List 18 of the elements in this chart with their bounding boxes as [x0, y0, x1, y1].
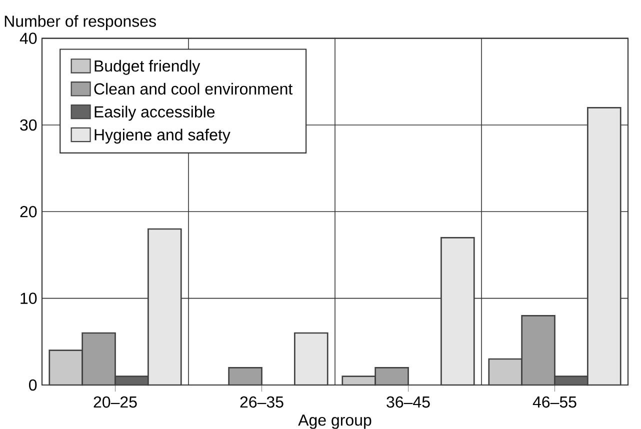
x-tick-label: 46–55: [532, 396, 576, 408]
x-tick-label: 20–25: [94, 396, 137, 408]
legend-label: Hygiene and safety: [94, 128, 230, 144]
x-tick-label: 36–45: [386, 396, 430, 408]
legend-label: Clean and cool environment: [94, 82, 293, 95]
bar: [440, 237, 475, 386]
x-axis-title: Age group: [298, 414, 372, 429]
legend-label: Budget friendly: [94, 60, 200, 75]
x-tick-label: 26–35: [240, 396, 284, 408]
y-tick-label: 40: [20, 32, 37, 44]
y-tick-label: 0: [29, 379, 37, 391]
bar: [228, 367, 262, 386]
y-tick-label: 20: [20, 206, 37, 218]
y-tick-label: 30: [20, 119, 37, 131]
y-tick-label: 10: [20, 292, 37, 304]
legend-label: Easily accessible: [94, 106, 215, 121]
bar: [294, 332, 328, 386]
y-axis-title: Number of responses: [4, 15, 156, 30]
